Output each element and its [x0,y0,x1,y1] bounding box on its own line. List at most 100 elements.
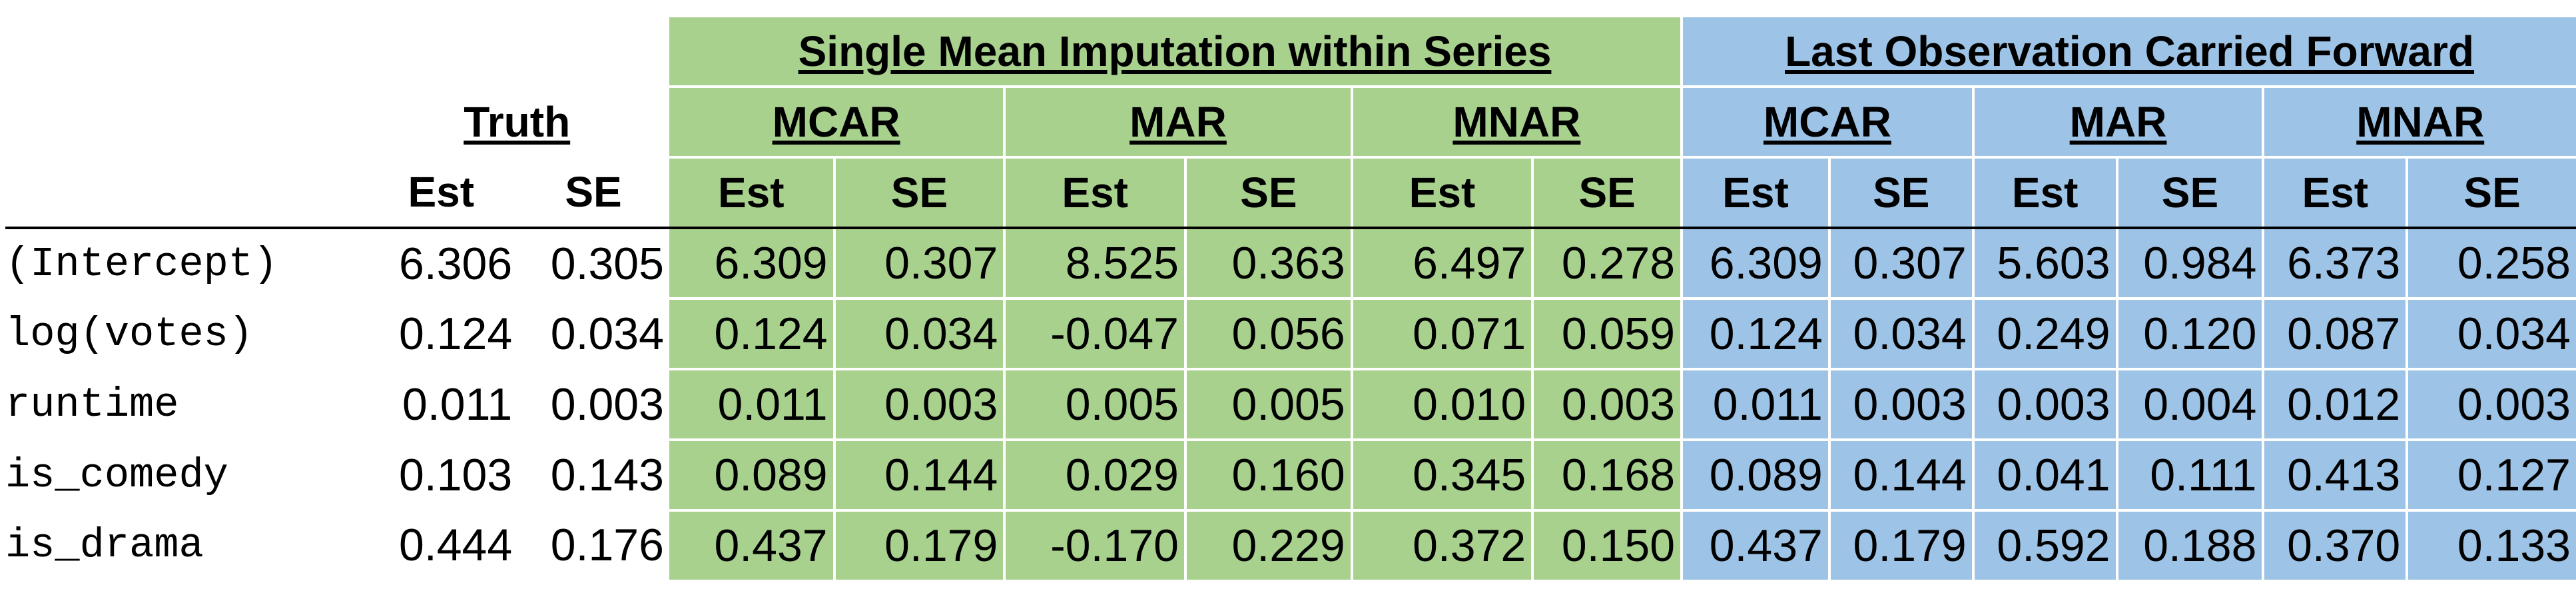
value-cell: 0.071 [1350,299,1533,370]
value-cell: 0.307 [832,228,1005,300]
value-cell: 0.437 [1680,510,1829,580]
value-cell: 0.437 [669,510,834,580]
value-cell: 0.056 [1183,299,1352,370]
value-cell: 0.011 [1680,369,1829,441]
locf-mcar-header: MCAR [1763,98,1891,146]
value-cell: -0.047 [1003,299,1185,370]
value-cell: 5.603 [1971,228,2117,300]
locf-group-header: Last Observation Carried Forward [1785,27,2474,75]
results-table: Single Mean Imputation within Series Las… [5,17,2576,580]
col-header-se: SE [832,157,1005,229]
col-header-est: Est [1680,157,1829,229]
value-cell: 0.984 [2115,228,2264,300]
value-cell: 0.003 [1531,369,1682,441]
value-cell: 0.010 [1350,369,1533,441]
value-cell: 0.229 [1183,510,1352,580]
value-cell: 0.059 [1531,299,1682,370]
col-header-se: SE [2115,157,2264,229]
value-cell: 0.087 [2262,299,2408,370]
value-cell: 0.041 [1971,440,2117,512]
value-cell: 0.592 [1971,510,2117,580]
value-cell: 0.004 [2115,369,2264,441]
value-cell: 6.309 [1680,228,1829,300]
value-cell: 0.111 [2115,440,2264,512]
row-label: log(votes) [5,310,254,358]
value-cell: 6.309 [669,228,834,300]
value-cell: 6.306 [399,239,513,289]
value-cell: 0.258 [2406,228,2576,300]
row-label: is_drama [5,521,204,569]
value-cell: 0.124 [399,308,513,359]
est-se-header-row: Est SE Est SE Est SE Est SE Est SE Est S… [5,157,2576,229]
table-row: runtime 0.011 0.003 0.011 0.003 0.005 0.… [5,369,2576,441]
row-label: runtime [5,380,179,428]
col-header-se: SE [2406,157,2576,229]
value-cell: 0.150 [1531,510,1682,580]
value-cell: 0.345 [1350,440,1533,512]
value-cell: 0.413 [2262,440,2408,512]
col-header-se: SE [517,157,669,229]
value-cell: -0.170 [1003,510,1185,580]
value-cell: 0.144 [832,440,1005,512]
value-cell: 0.127 [2406,440,2576,512]
value-cell: 0.363 [1183,228,1352,300]
value-cell: 0.029 [1003,440,1185,512]
value-cell: 0.124 [1680,299,1829,370]
value-cell: 0.444 [399,520,513,570]
value-cell: 0.179 [832,510,1005,580]
value-cell: 0.133 [2406,510,2576,580]
value-cell: 0.188 [2115,510,2264,580]
table-row: log(votes) 0.124 0.034 0.124 0.034 -0.04… [5,299,2576,370]
value-cell: 0.160 [1183,440,1352,512]
value-cell: 0.307 [1827,228,1973,300]
mechanism-header-row: Truth MCAR MAR MNAR MCAR MAR MNAR [5,87,2576,159]
locf-mar-header: MAR [2069,98,2167,146]
col-header-est: Est [1350,157,1533,229]
table-row: (Intercept) 6.306 0.305 6.309 0.307 8.52… [5,228,2576,300]
col-header-est: Est [1003,157,1185,229]
value-cell: 0.003 [1827,369,1973,441]
value-cell: 0.034 [2406,299,2576,370]
value-cell: 0.011 [669,369,834,441]
smi-mnar-header: MNAR [1452,98,1581,146]
table-row: is_drama 0.444 0.176 0.437 0.179 -0.170 … [5,510,2576,580]
table-row: is_comedy 0.103 0.143 0.089 0.144 0.029 … [5,440,2576,512]
value-cell: 0.034 [832,299,1005,370]
value-cell: 8.525 [1003,228,1185,300]
value-cell: 0.089 [1680,440,1829,512]
value-cell: 0.179 [1827,510,1973,580]
value-cell: 0.144 [1827,440,1973,512]
locf-mnar-header: MNAR [2356,98,2485,146]
value-cell: 0.249 [1971,299,2117,370]
value-cell: 0.003 [1971,369,2117,441]
value-cell: 0.168 [1531,440,1682,512]
value-cell: 0.034 [550,308,664,359]
value-cell: 6.497 [1350,228,1533,300]
value-cell: 0.124 [669,299,834,370]
value-cell: 0.034 [1827,299,1973,370]
col-header-se: SE [1183,157,1352,229]
value-cell: 0.005 [1183,369,1352,441]
value-cell: 0.120 [2115,299,2264,370]
value-cell: 0.176 [550,520,664,570]
value-cell: 0.372 [1350,510,1533,580]
row-label: (Intercept) [5,240,278,288]
value-cell: 6.373 [2262,228,2408,300]
value-cell: 0.003 [832,369,1005,441]
col-header-est: Est [1971,157,2117,229]
value-cell: 0.305 [550,239,664,289]
value-cell: 0.370 [2262,510,2408,580]
value-cell: 0.278 [1531,228,1682,300]
value-cell: 0.103 [399,450,513,500]
value-cell: 0.143 [550,450,664,500]
truth-header: Truth [464,98,571,146]
col-header-se: SE [1531,157,1682,229]
value-cell: 0.089 [669,440,834,512]
col-header-est: Est [2262,157,2408,229]
col-header-est: Est [364,157,518,229]
value-cell: 0.003 [550,379,664,430]
col-header-est: Est [669,157,834,229]
col-header-se: SE [1827,157,1973,229]
value-cell: 0.011 [402,379,513,430]
smi-mar-header: MAR [1129,98,1227,146]
